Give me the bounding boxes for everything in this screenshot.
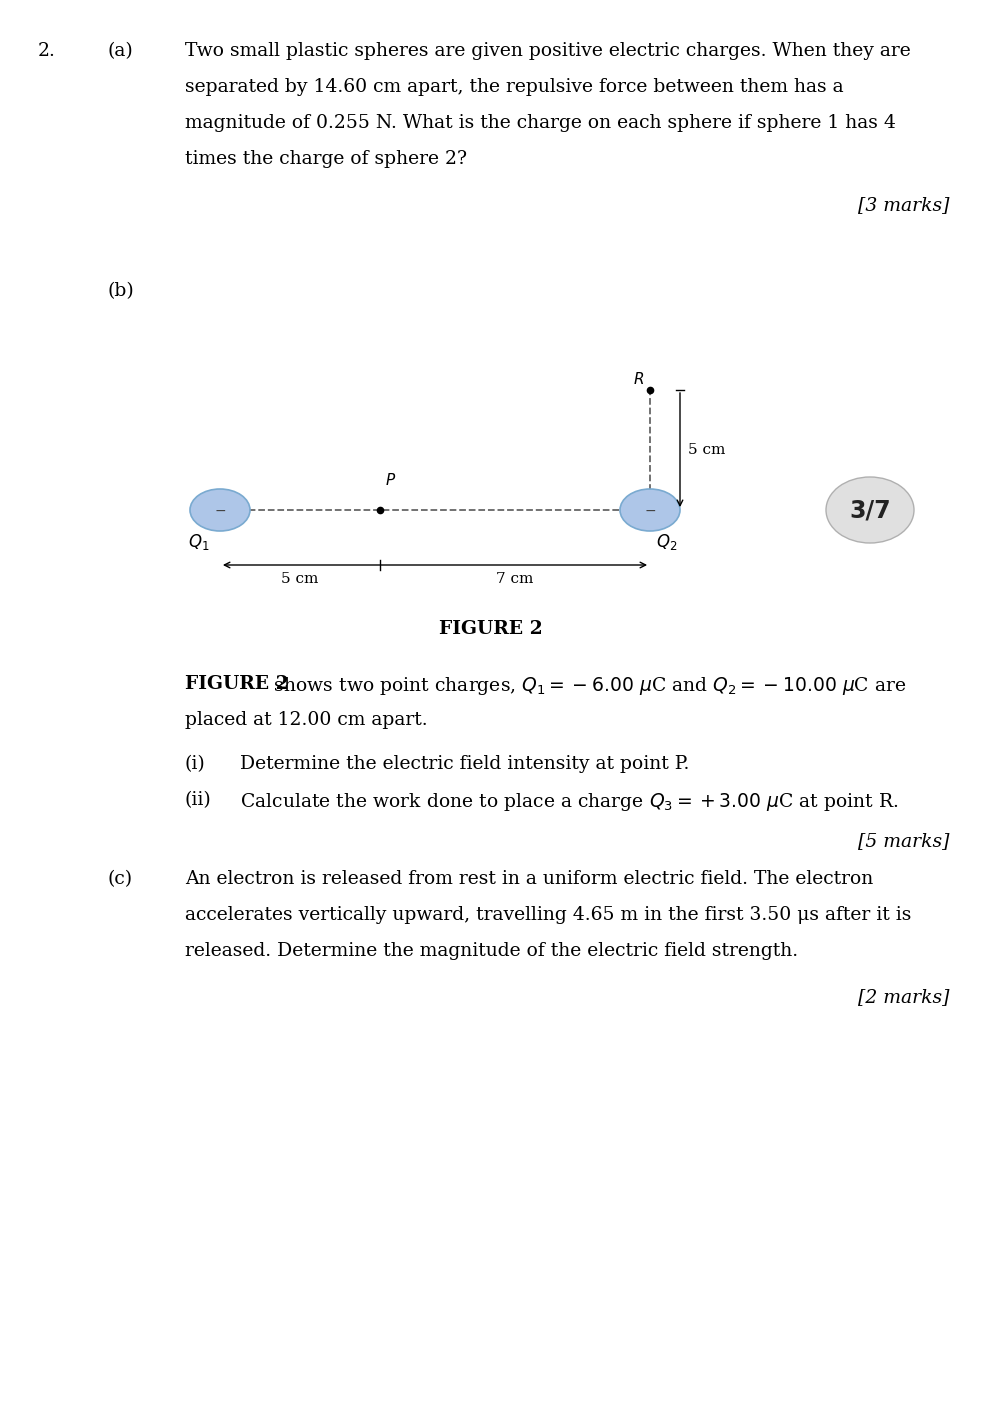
- Text: $-$: $-$: [644, 502, 656, 517]
- Text: Calculate the work done to place a charge $Q_3 =+3.00\ \mu$C at point R.: Calculate the work done to place a charg…: [240, 790, 899, 813]
- Text: FIGURE 2: FIGURE 2: [439, 620, 543, 639]
- Text: 2.: 2.: [38, 43, 56, 60]
- Text: $R$: $R$: [632, 370, 644, 387]
- Text: shows two point charges, $Q_1 =-6.00\ \mu$C and $Q_2 =-10.00\ \mu$C are: shows two point charges, $Q_1 =-6.00\ \m…: [268, 675, 906, 697]
- Text: placed at 12.00 cm apart.: placed at 12.00 cm apart.: [185, 711, 427, 729]
- Text: [2 marks]: [2 marks]: [858, 988, 950, 1006]
- Text: released. Determine the magnitude of the electric field strength.: released. Determine the magnitude of the…: [185, 942, 798, 961]
- Text: [3 marks]: [3 marks]: [858, 196, 950, 214]
- Text: (c): (c): [108, 870, 134, 888]
- Text: accelerates vertically upward, travelling 4.65 m in the first 3.50 μs after it i: accelerates vertically upward, travellin…: [185, 905, 911, 924]
- Text: 5 cm: 5 cm: [688, 443, 726, 457]
- Text: $P$: $P$: [385, 473, 396, 488]
- Text: $-$: $-$: [214, 502, 226, 517]
- Text: 5 cm: 5 cm: [281, 572, 319, 586]
- Text: (ii): (ii): [185, 790, 212, 809]
- Text: Determine the electric field intensity at point P.: Determine the electric field intensity a…: [240, 755, 689, 773]
- Text: Two small plastic spheres are given positive electric charges. When they are: Two small plastic spheres are given posi…: [185, 43, 910, 60]
- Text: An electron is released from rest in a uniform electric field. The electron: An electron is released from rest in a u…: [185, 870, 873, 888]
- Text: (i): (i): [185, 755, 206, 773]
- Ellipse shape: [620, 490, 680, 531]
- Text: 7 cm: 7 cm: [496, 572, 533, 586]
- Text: 3/7: 3/7: [849, 498, 891, 522]
- Text: separated by 14.60 cm apart, the repulsive force between them has a: separated by 14.60 cm apart, the repulsi…: [185, 78, 844, 96]
- Ellipse shape: [826, 477, 914, 543]
- Text: $Q_2$: $Q_2$: [656, 532, 678, 552]
- Text: $Q_1$: $Q_1$: [188, 532, 209, 552]
- Text: [5 marks]: [5 marks]: [858, 832, 950, 850]
- Text: magnitude of 0.255 N. What is the charge on each sphere if sphere 1 has 4: magnitude of 0.255 N. What is the charge…: [185, 114, 896, 132]
- Ellipse shape: [190, 490, 250, 531]
- Text: (b): (b): [108, 282, 135, 299]
- Text: FIGURE 2: FIGURE 2: [185, 675, 289, 692]
- Text: times the charge of sphere 2?: times the charge of sphere 2?: [185, 150, 467, 167]
- Text: (a): (a): [108, 43, 134, 60]
